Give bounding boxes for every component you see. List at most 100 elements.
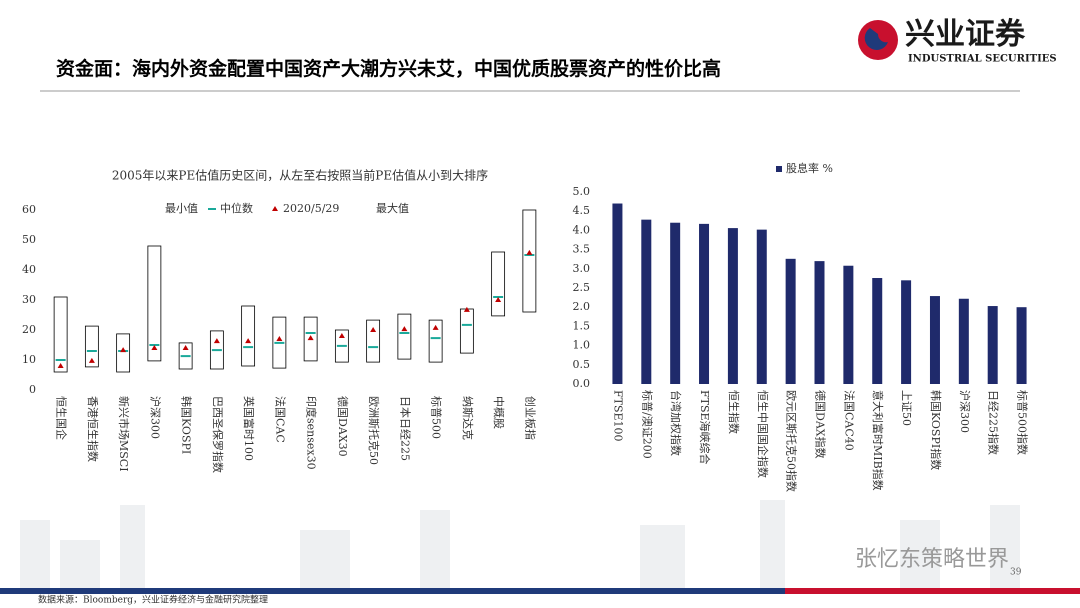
range-box	[491, 251, 506, 317]
bar	[756, 229, 767, 384]
y-tick-label: 3.0	[573, 262, 591, 275]
range-box	[53, 296, 68, 373]
legend-marker	[272, 206, 278, 211]
x-tick-label: 欧元区斯托克50指数	[785, 390, 799, 492]
legend-label: 最小值	[165, 202, 198, 215]
x-tick-label: 日经225指数	[987, 390, 1001, 455]
legend-label: 最大值	[376, 201, 409, 215]
x-tick-label: 巴西圣保罗指数	[211, 396, 225, 473]
range-box	[397, 313, 412, 360]
x-tick-label: 意大利富时MIB指数	[871, 390, 885, 491]
current-mark	[463, 306, 470, 312]
y-tick-label: 5.0	[573, 185, 591, 198]
range-box	[303, 316, 318, 362]
x-tick-label: 中概股	[492, 396, 505, 429]
x-tick-label: 标普500	[430, 396, 444, 439]
y-tick-label: 30	[22, 293, 36, 306]
x-tick-label: 恒生国企	[55, 396, 69, 440]
range-box	[209, 330, 224, 370]
y-tick-label: 60	[22, 203, 36, 216]
bar	[612, 203, 623, 384]
x-tick-label: 日本日经225	[398, 396, 412, 461]
watermark: 张忆东策略世界	[855, 547, 1009, 572]
range-box	[428, 319, 443, 363]
current-mark	[213, 338, 220, 344]
x-tick-label: FTSE海峡综合	[698, 390, 712, 465]
current-mark	[182, 345, 189, 350]
skyline	[20, 500, 1020, 588]
current-mark	[307, 335, 314, 341]
x-tick-label: 沪深300	[148, 396, 162, 439]
x-tick-label: 法国CAC	[273, 396, 287, 443]
page-number: 39	[1010, 568, 1022, 578]
current-mark	[432, 324, 439, 330]
x-tick-label: 香港恒生指数	[86, 396, 100, 462]
x-tick-label: 纳斯达克	[461, 396, 474, 440]
range-box	[84, 325, 99, 368]
y-tick-label: 1.0	[573, 339, 591, 352]
x-tick-label: 上证50	[900, 390, 913, 426]
logo-text: 兴业证券	[905, 17, 1026, 52]
x-tick-label: 台湾加权指数	[669, 390, 683, 456]
y-tick-label: 0	[29, 383, 36, 396]
y-tick-label: 4.5	[573, 204, 591, 217]
chart-title: 2005年以来PE估值历史区间，从左至右按照当前PE估值从小到大排序	[112, 168, 488, 183]
x-tick-label: 英国富时100	[242, 396, 256, 461]
y-tick-label: 1.5	[573, 319, 591, 332]
legend-marker	[776, 166, 782, 172]
range-box	[178, 342, 193, 370]
bar	[641, 219, 652, 384]
bar	[929, 296, 940, 384]
slide-title: 资金面：海内外资金配置中国资产大潮方兴未艾，中国优质股票资产的性价比高	[56, 57, 721, 80]
current-mark	[57, 363, 64, 368]
current-mark	[401, 326, 408, 332]
bar	[901, 280, 912, 384]
y-tick-label: 20	[22, 323, 36, 336]
x-tick-label: 印度sensex30	[305, 396, 319, 470]
range-box	[459, 308, 474, 354]
footer-bar	[0, 588, 785, 594]
bar	[1016, 307, 1027, 384]
y-tick-label: 4.0	[573, 223, 591, 236]
y-tick-label: 2.0	[573, 300, 591, 313]
x-tick-label: FTSE100	[611, 390, 624, 442]
y-tick-label: 3.5	[573, 243, 591, 256]
logo-swirl	[864, 28, 888, 50]
source-note: 数据来源：Bloomberg，兴业证券经济与金融研究院整理	[38, 594, 268, 606]
legend-label: 股息率 %	[786, 161, 833, 175]
current-mark	[370, 327, 377, 332]
x-tick-label: 创业板指	[523, 396, 537, 440]
current-mark	[245, 338, 252, 344]
bar	[699, 223, 710, 384]
x-tick-label: 德国DAX指数	[814, 390, 828, 459]
current-mark	[88, 357, 95, 363]
footer-bar-red	[785, 588, 1080, 594]
x-tick-label: 新兴市场MSCI	[117, 396, 131, 472]
y-tick-label: 40	[22, 263, 36, 276]
range-box	[147, 245, 162, 362]
range-box	[334, 329, 349, 363]
bar	[670, 222, 681, 384]
x-tick-label: 标普/澳证200	[640, 390, 654, 459]
current-mark	[495, 297, 502, 302]
x-tick-label: 德国DAX30	[336, 396, 350, 457]
legend-label: 2020/5/29	[283, 202, 339, 215]
current-mark	[120, 347, 127, 353]
range-box	[272, 316, 287, 369]
bar	[843, 265, 854, 384]
y-tick-label: 50	[22, 233, 36, 246]
x-tick-label: 韩国KOSPI	[180, 396, 194, 454]
bar	[987, 306, 998, 384]
x-tick-label: 恒生中国国企指数	[756, 390, 770, 478]
y-tick-label: 0.0	[573, 377, 591, 390]
x-tick-label: 恒生指数	[727, 390, 741, 434]
bar	[958, 298, 969, 384]
y-tick-label: 10	[22, 353, 36, 366]
current-mark	[526, 249, 533, 255]
x-tick-label: 韩国KOSPI指数	[929, 390, 943, 470]
x-tick-label: 法国CAC40	[842, 390, 856, 451]
current-mark	[338, 333, 345, 338]
y-tick-label: 0.5	[573, 358, 591, 371]
legend-label: 中位数	[220, 201, 253, 215]
